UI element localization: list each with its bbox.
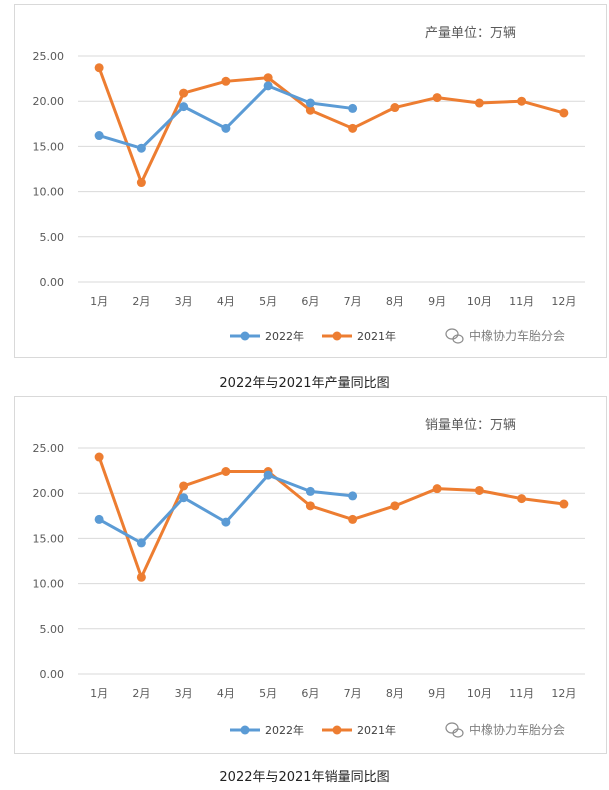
- y-tick-label: 10.00: [33, 578, 65, 591]
- unit-note: 产量单位：万辆: [425, 26, 516, 41]
- x-tick-label: 9月: [428, 687, 446, 700]
- x-tick-label: 12月: [551, 295, 576, 308]
- sales-chart-panel: 销量单位：万辆 0.00 5.00 10.00 15.00 20.00 25.00 1月 2月 3…: [14, 396, 607, 754]
- data-point: [136, 143, 146, 153]
- y-tick-label: 15.00: [33, 532, 65, 545]
- data-point: [221, 76, 231, 86]
- data-point: [263, 81, 273, 91]
- data-point: [348, 514, 358, 524]
- x-tick-label: 1月: [90, 687, 108, 700]
- production-chart-caption: 2022年与2021年产量同比图: [219, 376, 390, 391]
- y-tick-label: 0.00: [40, 668, 65, 681]
- x-tick-label: 11月: [509, 295, 534, 308]
- data-point: [348, 491, 358, 501]
- data-point: [263, 470, 273, 480]
- x-tick-label: 7月: [344, 687, 362, 700]
- x-tick-label: 8月: [386, 295, 404, 308]
- data-point: [221, 467, 231, 477]
- data-point: [136, 178, 146, 188]
- data-point: [559, 499, 569, 509]
- production-line-chart: 产量单位：万辆 0.00 5.00 10.00 15.00 20.00 25.00 1月 2月 3…: [33, 26, 585, 344]
- wechat-icon: [445, 722, 464, 738]
- x-tick-label: 5月: [259, 687, 277, 700]
- y-tick-label: 5.00: [40, 231, 65, 244]
- x-tick-label: 11月: [509, 687, 534, 700]
- data-point: [94, 131, 104, 141]
- data-point: [179, 88, 189, 98]
- data-point: [432, 93, 442, 103]
- series-line: [97, 456, 565, 579]
- data-point: [179, 102, 189, 112]
- x-tick-label: 4月: [217, 295, 235, 308]
- data-point: [221, 517, 231, 527]
- data-point: [348, 103, 358, 113]
- data-point: [517, 494, 527, 504]
- x-tick-label: 3月: [175, 687, 193, 700]
- data-point: [94, 63, 104, 73]
- legend-label: 2021年: [357, 723, 396, 737]
- data-point: [559, 108, 569, 118]
- x-tick-label: 3月: [175, 295, 193, 308]
- x-tick-label: 6月: [301, 687, 319, 700]
- data-point: [179, 481, 189, 491]
- unit-note: 销量单位：万辆: [425, 418, 516, 433]
- x-tick-label: 9月: [428, 295, 446, 308]
- x-tick-label: 12月: [551, 687, 576, 700]
- legend-label: 2022年: [265, 723, 304, 737]
- sales-line-chart: 销量单位：万辆 0.00 5.00 10.00 15.00 20.00 25.00 1月 2月 3…: [33, 418, 585, 738]
- data-point: [474, 98, 484, 108]
- data-point: [136, 572, 146, 582]
- legend-marker: [332, 331, 342, 341]
- data-point: [136, 538, 146, 548]
- x-tick-label: 1月: [90, 295, 108, 308]
- sales-chart-caption: 2022年与2021年销量同比图: [219, 770, 390, 785]
- production-chart-panel: 产量单位：万辆 0.00 5.00 10.00 15.00 20.00 25.00 1月 2月 3…: [14, 4, 607, 358]
- data-point: [390, 501, 400, 511]
- y-tick-label: 10.00: [33, 186, 65, 199]
- data-point: [305, 486, 315, 496]
- data-point: [94, 514, 104, 524]
- y-tick-label: 20.00: [33, 95, 65, 108]
- data-point: [348, 123, 358, 133]
- x-tick-label: 10月: [467, 295, 492, 308]
- legend-marker: [240, 331, 250, 341]
- data-point: [390, 103, 400, 113]
- x-tick-label: 2月: [132, 295, 150, 308]
- data-point: [94, 452, 104, 462]
- data-point: [474, 485, 484, 495]
- data-point: [517, 96, 527, 106]
- x-tick-label: 5月: [259, 295, 277, 308]
- legend-marker: [332, 725, 342, 735]
- y-tick-label: 25.00: [33, 50, 65, 63]
- legend-label: 2022年: [265, 329, 304, 343]
- data-point: [432, 484, 442, 494]
- x-tick-label: 6月: [301, 295, 319, 308]
- y-tick-label: 15.00: [33, 140, 65, 153]
- y-tick-label: 25.00: [33, 442, 65, 455]
- series-line: [98, 84, 353, 150]
- watermark-text: 中橡协力车胎分会: [469, 722, 565, 737]
- legend-label: 2021年: [357, 329, 396, 343]
- y-tick-label: 0.00: [40, 276, 65, 289]
- data-point: [305, 105, 315, 115]
- series-line: [97, 67, 565, 185]
- watermark-text: 中橡协力车胎分会: [469, 328, 565, 343]
- x-tick-label: 4月: [217, 687, 235, 700]
- series-line: [98, 473, 353, 545]
- y-tick-label: 20.00: [33, 487, 65, 500]
- x-tick-label: 2月: [132, 687, 150, 700]
- y-tick-label: 5.00: [40, 623, 65, 636]
- data-point: [263, 73, 273, 83]
- data-point: [305, 98, 315, 108]
- x-tick-label: 7月: [344, 295, 362, 308]
- data-point: [221, 123, 231, 133]
- x-tick-label: 8月: [386, 687, 404, 700]
- wechat-icon: [445, 328, 464, 344]
- data-point: [179, 493, 189, 503]
- legend-marker: [240, 725, 250, 735]
- x-tick-label: 10月: [467, 687, 492, 700]
- data-point: [305, 501, 315, 511]
